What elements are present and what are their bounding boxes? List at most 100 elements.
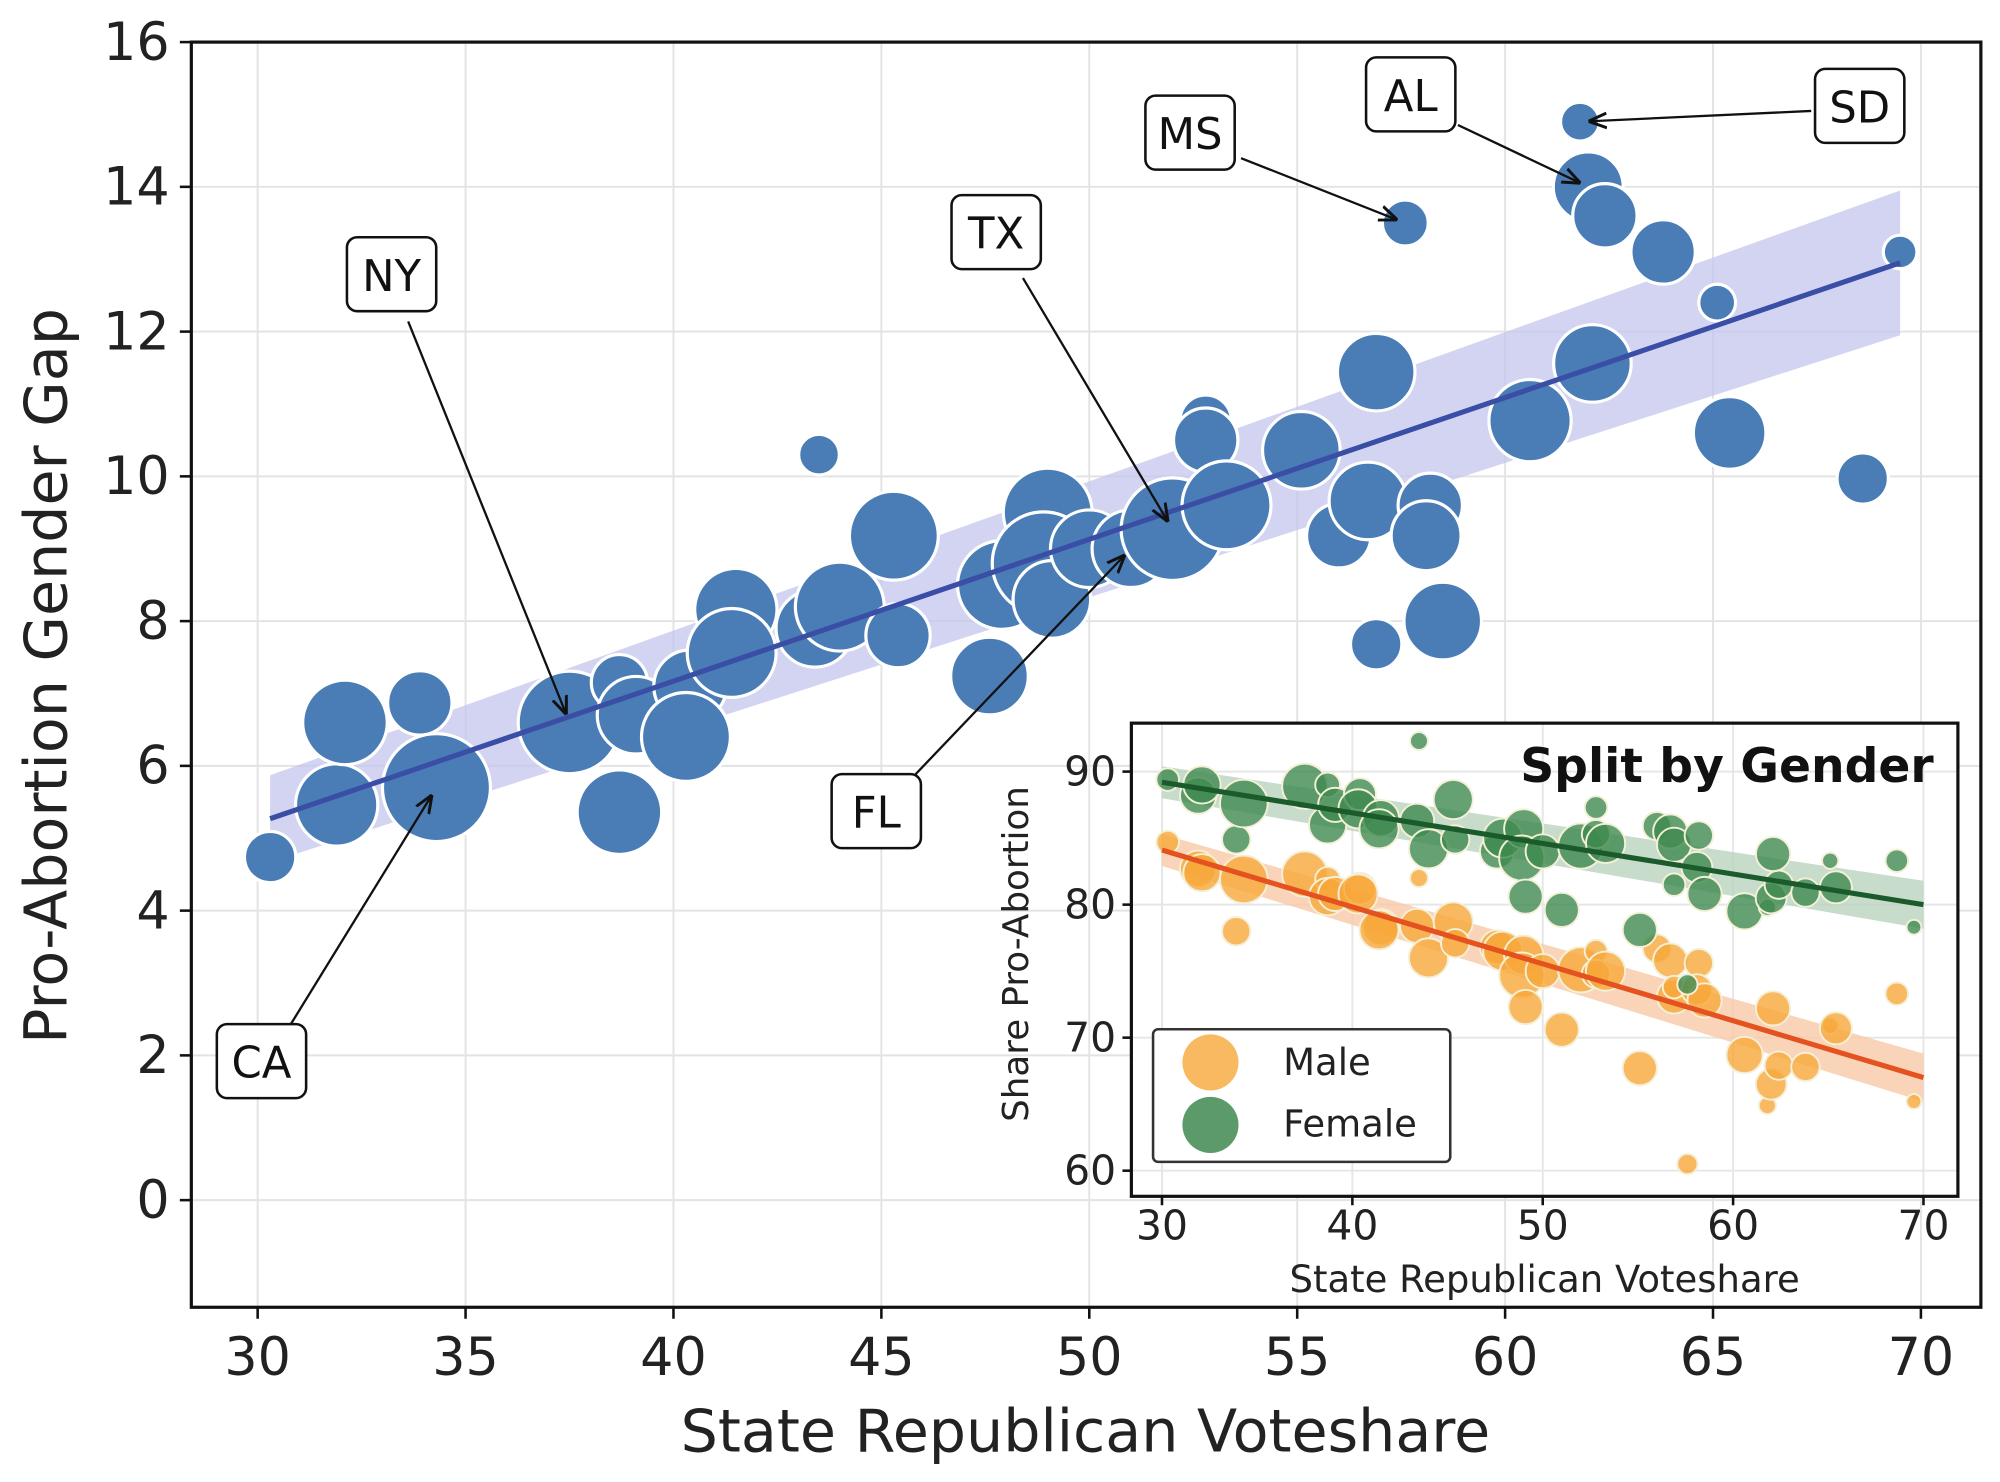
inset-point-female: [1432, 778, 1474, 821]
inset-point-male: [1652, 942, 1689, 979]
inset-point-female: [1905, 918, 1923, 936]
data-point: [1380, 198, 1430, 248]
data-point: [1335, 331, 1417, 413]
inset-ticks: 30 40 50 60 70 60 70 80 90: [1064, 748, 1949, 1250]
inset-point-male: [1884, 981, 1910, 1007]
inset-point-female: [1507, 878, 1544, 915]
data-point: [301, 678, 389, 767]
inset-chart: 30 40 50 60 70 60 70 80 90 Split by Gender Male …: [996, 721, 1960, 1301]
inset-axes-frame: [1129, 721, 1960, 1198]
inset-point-male: [1621, 1050, 1658, 1087]
inset-x-tick-label: 50: [1517, 1202, 1569, 1250]
data-point: [1487, 377, 1573, 464]
data-point: [1881, 233, 1919, 271]
x-tick-label: 70: [1888, 1327, 1955, 1388]
inset-point-female: [1821, 851, 1840, 870]
inset-point-female: [1621, 911, 1658, 948]
inset-point-male: [1407, 937, 1450, 979]
inset-point-male: [1763, 1050, 1794, 1081]
data-point: [386, 669, 454, 737]
annotation-box: [1144, 94, 1236, 171]
inset-y-axis-label: Share Pro-Abortion: [996, 786, 1037, 1122]
data-point: [1552, 323, 1633, 404]
data-point: [380, 732, 493, 844]
inset-y-tick-label: 70: [1064, 1014, 1116, 1062]
inset-x-tick-label: 30: [1136, 1202, 1188, 1250]
inset-y-tick-label: 60: [1064, 1147, 1116, 1195]
y-tick-label: 6: [136, 736, 169, 797]
inset-point-female: [1155, 767, 1180, 792]
inset-point-female: [1219, 778, 1269, 829]
inset-regression-lines: [1161, 779, 1925, 1081]
annotation-arrow: [911, 556, 1124, 779]
legend-female-marker: [1182, 1096, 1239, 1153]
inset-point-male: [1507, 988, 1544, 1026]
annotation-arrow: [1240, 157, 1396, 219]
inset-point-male: [1409, 868, 1429, 888]
annotation-box: [215, 1022, 308, 1100]
inset-point-male: [1725, 1035, 1764, 1075]
data-point: [1389, 499, 1463, 573]
data-point: [1348, 617, 1404, 672]
legend-male-label: Male: [1283, 1041, 1371, 1084]
annotation-label-sd: SD: [1829, 83, 1890, 133]
data-point: [797, 432, 841, 477]
data-point: [1697, 282, 1738, 323]
inset-point-female: [1686, 875, 1723, 913]
inset-point-female: [1221, 824, 1252, 855]
inset-point-female: [1755, 836, 1792, 873]
legend-male-marker: [1182, 1034, 1239, 1091]
x-tick-label: 55: [1264, 1327, 1331, 1388]
inset-point-male: [1683, 948, 1714, 979]
x-tick-label: 40: [640, 1327, 707, 1388]
x-tick-label: 60: [1472, 1327, 1539, 1388]
inset-point-male: [1818, 1011, 1853, 1046]
annotation-arrow: [407, 320, 566, 713]
data-point: [1260, 409, 1342, 491]
inset-title: Split by Gender: [1520, 739, 1934, 794]
inset-point-female: [1661, 872, 1687, 897]
main-annotations: CA NY TX FL MS AL SD: [215, 56, 1906, 1100]
y-tick-label: 12: [103, 301, 170, 362]
annotation-label-ms: MS: [1158, 110, 1223, 160]
inset-point-male: [1790, 1051, 1821, 1083]
inset-point-female: [1683, 820, 1714, 851]
annotation-box: [950, 193, 1043, 271]
inset-x-tick-label: 40: [1326, 1202, 1378, 1250]
inset-x-tick-label: 60: [1707, 1202, 1759, 1250]
annotation-box: [830, 772, 923, 850]
annotation-label-tx: TX: [967, 210, 1024, 260]
annotation-arrow: [289, 796, 431, 1025]
annotation-arrow: [1021, 277, 1167, 520]
regression-line: [269, 260, 1901, 822]
data-point: [1402, 580, 1484, 662]
annotation-label-ny: NY: [362, 252, 421, 302]
data-point: [1629, 218, 1697, 286]
inset-y-tick-label: 90: [1064, 748, 1116, 796]
inset-regression-male: [1161, 847, 1925, 1081]
main-y-axis-label: Pro-Abortion Gender Gap: [12, 308, 80, 1044]
data-point: [1835, 451, 1890, 506]
annotation-label-fl: FL: [852, 789, 901, 839]
x-tick-label: 35: [432, 1327, 499, 1388]
y-tick-label: 0: [136, 1170, 169, 1231]
inset-point-male: [1221, 916, 1252, 947]
inset-point-female: [1884, 848, 1910, 874]
x-tick-label: 50: [1056, 1327, 1123, 1388]
inset-point-female: [1676, 973, 1699, 996]
data-point: [1571, 182, 1639, 250]
data-point: [847, 489, 940, 582]
inset-x-tick-label: 70: [1898, 1202, 1950, 1250]
annotation-box: [1813, 67, 1906, 145]
annotation-box: [345, 235, 438, 313]
inset-points: [1155, 731, 1923, 1176]
inset-point-female: [1543, 891, 1580, 929]
inset-point-female: [1409, 731, 1429, 751]
x-tick-label: 30: [224, 1327, 291, 1388]
y-tick-label: 4: [136, 880, 169, 941]
inset-point-male: [1755, 990, 1792, 1027]
inset-point-male: [1905, 1093, 1923, 1110]
annotation-box: [1364, 56, 1457, 133]
legend-female-label: Female: [1283, 1102, 1417, 1145]
